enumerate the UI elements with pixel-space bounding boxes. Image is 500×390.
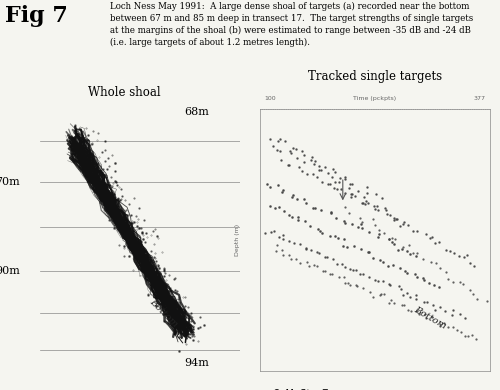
Text: 100: 100 xyxy=(264,96,276,101)
Text: Loch Ness May 1991:  A large dense shoal of targets (a) recorded near the bottom: Loch Ness May 1991: A large dense shoal … xyxy=(110,2,473,47)
Text: Depth (m): Depth (m) xyxy=(234,224,240,256)
Text: Bottom: Bottom xyxy=(148,297,180,329)
Text: Whole shoal: Whole shoal xyxy=(88,86,160,99)
Text: 94m: 94m xyxy=(184,358,210,368)
Text: 70m: 70m xyxy=(0,177,20,187)
Text: 68m: 68m xyxy=(184,106,210,117)
Text: Fig 7: Fig 7 xyxy=(5,5,68,27)
Text: © M. Stone̅: © M. Stone̅ xyxy=(272,389,327,390)
Text: Tracked single targets: Tracked single targets xyxy=(308,70,442,83)
Text: 90m: 90m xyxy=(0,266,20,276)
Text: 377: 377 xyxy=(474,96,486,101)
Text: Time (pckpts): Time (pckpts) xyxy=(354,96,397,101)
Text: Bottom: Bottom xyxy=(412,305,448,331)
